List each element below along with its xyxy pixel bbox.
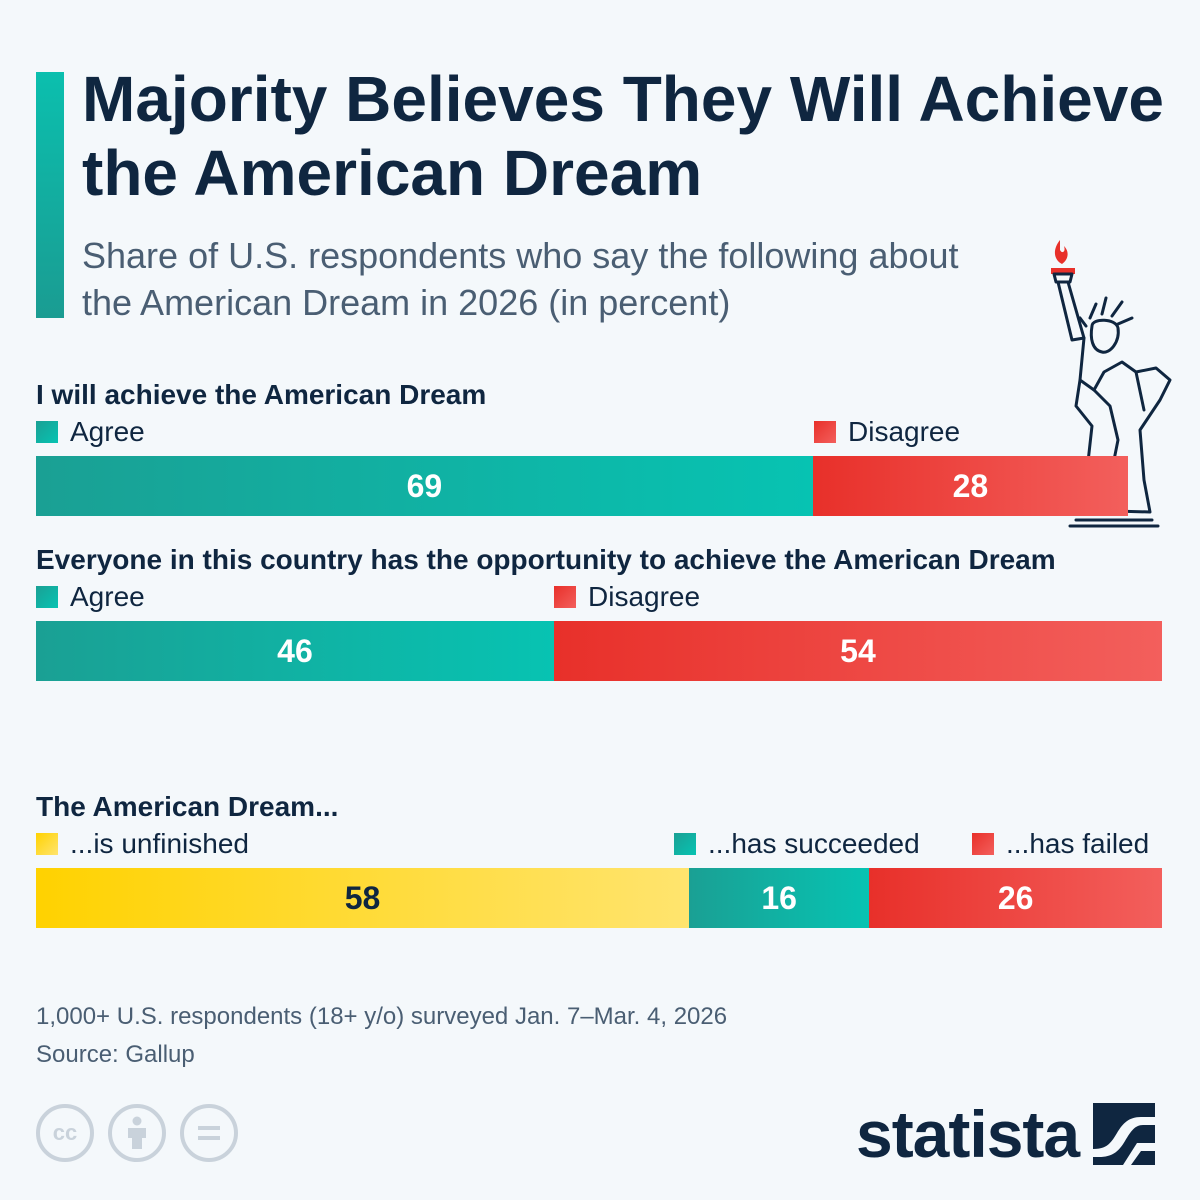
person-icon: [128, 1116, 146, 1149]
legend-label: Agree: [70, 416, 145, 447]
section-3-legend: ...is unfinished ...has succeeded ...has…: [36, 828, 1162, 862]
chart-subtitle: Share of U.S. respondents who say the fo…: [82, 235, 959, 323]
legend-succeeded: ...has succeeded: [674, 828, 920, 860]
legend-label: Disagree: [588, 581, 701, 612]
statista-logo[interactable]: statista: [856, 1096, 1156, 1172]
statista-mark-icon: [1093, 1103, 1156, 1165]
legend-swatch-unfinished: [36, 833, 58, 855]
legend-label: Agree: [70, 581, 145, 612]
by-icon[interactable]: [108, 1104, 166, 1162]
legend-failed: ...has failed: [972, 828, 1149, 860]
bar-segment-failed: 26: [869, 868, 1162, 928]
chart-section-3: The American Dream... ...is unfinished .…: [36, 790, 1162, 928]
bar-segment-unfinished: 58: [36, 868, 690, 928]
section-2-title: Everyone in this country has the opportu…: [36, 544, 1056, 575]
legend-swatch-disagree: [814, 421, 836, 443]
cc-icon[interactable]: cc: [36, 1104, 94, 1162]
legend-label: Disagree: [848, 416, 961, 447]
section-2-legend: Agree Disagree: [36, 581, 1162, 615]
legend-agree: Agree: [36, 416, 145, 448]
legend-swatch-disagree: [554, 586, 576, 608]
logo-text: statista: [856, 1097, 1080, 1171]
legend-agree: Agree: [36, 581, 145, 613]
bar-segment-succeeded: 16: [689, 868, 870, 928]
legend-swatch-succeeded: [674, 833, 696, 855]
bar-segment-disagree: 54: [553, 621, 1162, 681]
legend-unfinished: ...is unfinished: [36, 828, 249, 860]
license-icons: cc: [36, 1104, 238, 1162]
chart-section-2: Everyone in this country has the opportu…: [36, 543, 1162, 681]
section-1-legend: Agree Disagree: [36, 416, 1128, 450]
footnote: 1,000+ U.S. respondents (18+ y/o) survey…: [36, 998, 727, 1074]
source-note: Source: Gallup: [36, 1041, 195, 1068]
stacked-bar-1: 69 28: [36, 456, 1128, 516]
survey-note: 1,000+ U.S. respondents (18+ y/o) survey…: [36, 1003, 728, 1030]
bar-segment-disagree: 28: [812, 456, 1128, 516]
legend-disagree: Disagree: [814, 416, 960, 448]
section-1-title: I will achieve the American Dream: [36, 379, 487, 410]
legend-disagree: Disagree: [554, 581, 700, 613]
legend-label: ...is unfinished: [70, 828, 249, 859]
bar-segment-agree: 46: [36, 621, 554, 681]
legend-swatch-agree: [36, 421, 58, 443]
equals-icon: [198, 1126, 220, 1140]
stacked-bar-2: 46 54: [36, 621, 1162, 681]
section-3-title: The American Dream...: [36, 791, 339, 822]
legend-label: ...has failed: [1006, 828, 1150, 859]
title-accent-bar: [36, 72, 64, 318]
legend-swatch-failed: [972, 833, 994, 855]
statue-of-liberty-icon: [1051, 240, 1172, 528]
legend-swatch-agree: [36, 586, 58, 608]
chart-section-1: I will achieve the American Dream Agree …: [36, 378, 1128, 516]
stacked-bar-3: 58 16 26: [36, 868, 1162, 928]
bar-segment-agree: 69: [36, 456, 813, 516]
legend-label: ...has succeeded: [708, 828, 920, 859]
chart-title: Majority Believes They Will Achieve the …: [82, 63, 1164, 209]
nd-icon[interactable]: [180, 1104, 238, 1162]
